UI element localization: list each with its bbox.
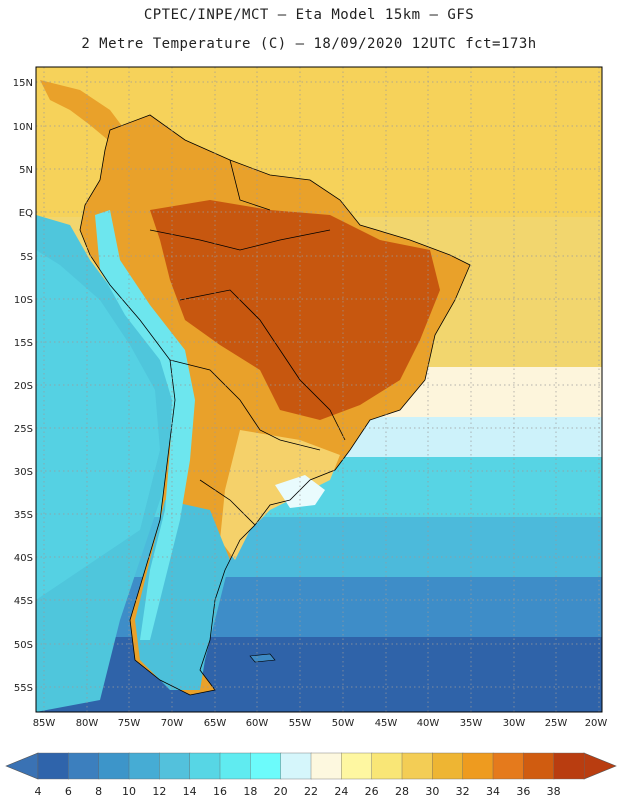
lat-label: 15N <box>13 78 33 89</box>
colorbar-swatch <box>159 752 191 780</box>
colorbar-swatch <box>462 752 494 780</box>
colorbar-swatch <box>280 752 312 780</box>
lon-label: 45W <box>375 718 398 729</box>
lon-label: 60W <box>246 718 269 729</box>
colorbar-label: 34 <box>486 785 500 798</box>
colorbar-swatch <box>219 752 252 780</box>
lon-label: 20W <box>585 718 608 729</box>
lon-axis: 85W 80W 75W 70W 65W 60W 55W 50W 45W 40W … <box>33 718 608 729</box>
lon-label: 40W <box>417 718 440 729</box>
lon-label: 80W <box>76 718 99 729</box>
colorbar: 4 6 8 10 12 14 16 18 20 22 24 26 28 30 32 34 36 38 <box>5 752 617 798</box>
lat-label: 45S <box>14 596 33 607</box>
colorbar-swatch <box>98 752 130 780</box>
lat-label: 10N <box>13 122 33 133</box>
lon-label: 50W <box>332 718 355 729</box>
lon-label: 25W <box>545 718 568 729</box>
lat-label: EQ <box>19 208 33 219</box>
colorbar-swatch <box>310 752 343 780</box>
colorbar-label: 26 <box>365 785 379 798</box>
lat-label: 50S <box>14 640 33 651</box>
colorbar-swatch <box>341 752 373 780</box>
colorbar-label: 6 <box>65 785 72 798</box>
colorbar-swatch <box>432 752 464 780</box>
lat-label: 5N <box>19 165 33 176</box>
colorbar-below-arrow <box>5 752 39 780</box>
lat-label: 15S <box>14 338 33 349</box>
lat-label: 35S <box>14 510 33 521</box>
colorbar-swatch <box>250 752 282 780</box>
colorbar-swatch <box>401 752 434 780</box>
colorbar-swatch <box>68 752 100 780</box>
colorbar-label: 30 <box>425 785 439 798</box>
colorbar-swatch <box>553 752 585 780</box>
land-mild-south <box>220 430 340 560</box>
lat-label: 5S <box>20 252 33 263</box>
colorbar-label: 38 <box>547 785 561 798</box>
colorbar-above-arrow <box>583 752 617 780</box>
lat-label: 25S <box>14 424 33 435</box>
colorbar-swatch <box>128 752 161 780</box>
colorbar-label: 10 <box>122 785 136 798</box>
colorbar-labels: 4 6 8 10 12 14 16 18 20 22 24 26 28 30 32 34 36 38 <box>35 785 561 798</box>
falkland-islands <box>249 653 276 663</box>
lat-label: 10S <box>14 295 33 306</box>
lat-axis: 15N 10N 5N EQ 5S 10S 15S 20S 25S 30S 35S… <box>13 78 33 694</box>
colorbar-label: 28 <box>395 785 409 798</box>
colorbar-label: 12 <box>152 785 166 798</box>
lat-label: 55S <box>14 683 33 694</box>
colorbar-swatch <box>37 752 70 780</box>
lon-label: 55W <box>289 718 312 729</box>
lon-label: 75W <box>118 718 141 729</box>
lat-label: 30S <box>14 467 33 478</box>
lon-label: 70W <box>161 718 184 729</box>
title-line-1: CPTEC/INPE/MCT – Eta Model 15km – GFS <box>143 7 475 23</box>
central-america-land <box>40 80 125 140</box>
colorbar-label: 24 <box>334 785 348 798</box>
lat-label: 40S <box>14 553 33 564</box>
lon-label: 65W <box>204 718 227 729</box>
colorbar-swatch <box>523 752 555 780</box>
colorbar-label: 32 <box>456 785 470 798</box>
colorbar-label: 20 <box>274 785 288 798</box>
land-hot-core <box>150 200 440 420</box>
colorbar-label: 36 <box>516 785 530 798</box>
colorbar-label: 4 <box>35 785 42 798</box>
colorbar-swatches <box>37 752 585 780</box>
title-line-2: 2 Metre Temperature (C) – 18/09/2020 12U… <box>81 36 537 52</box>
map-frame <box>35 66 603 713</box>
colorbar-label: 8 <box>95 785 102 798</box>
lon-label: 35W <box>460 718 483 729</box>
ocean-band-6 <box>36 637 602 712</box>
lon-label: 30W <box>503 718 526 729</box>
colorbar-swatch <box>371 752 403 780</box>
lon-label: 85W <box>33 718 56 729</box>
andes-cold-strip <box>95 210 195 640</box>
colorbar-swatch <box>492 752 525 780</box>
lat-label: 20S <box>14 381 33 392</box>
colorbar-label: 16 <box>213 785 227 798</box>
colorbar-label: 18 <box>243 785 257 798</box>
colorbar-label: 14 <box>183 785 197 798</box>
colorbar-swatch <box>189 752 221 780</box>
country-borders <box>79 114 471 696</box>
colorbar-label: 22 <box>304 785 318 798</box>
